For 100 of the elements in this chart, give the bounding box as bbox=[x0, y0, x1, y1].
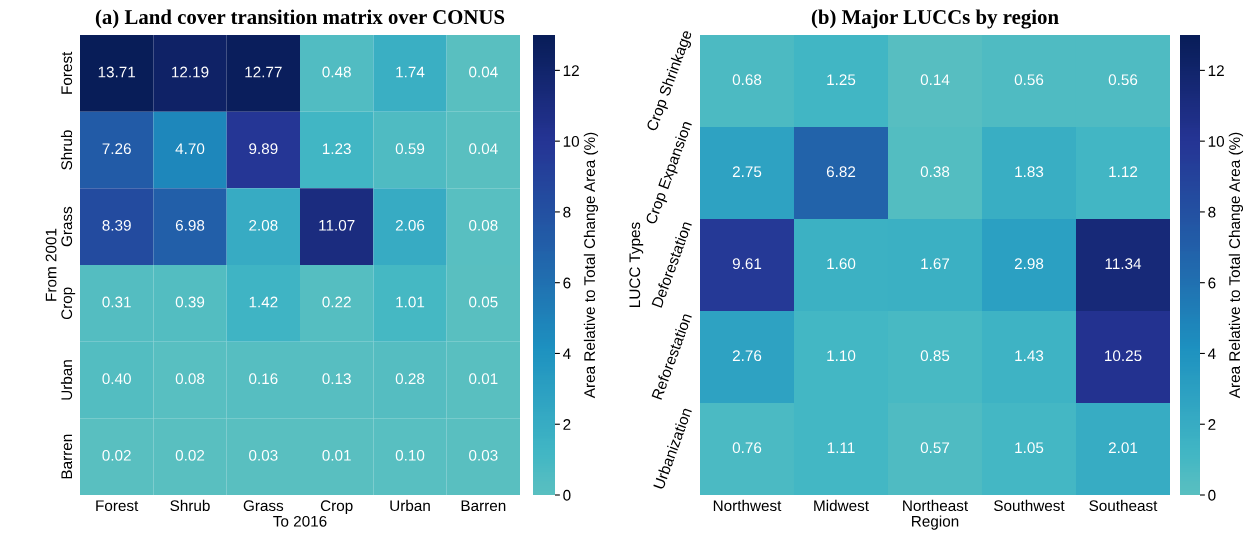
data-label: 0.85 bbox=[920, 350, 950, 362]
data-label: 4.70 bbox=[175, 143, 205, 155]
data-label: 11.34 bbox=[1105, 258, 1142, 270]
data-label: 0.04 bbox=[469, 143, 498, 155]
color-bar-label: 0 bbox=[563, 489, 571, 501]
data-label: 1.12 bbox=[1109, 166, 1138, 177]
color-bar-label: 8 bbox=[563, 206, 571, 218]
x-tick-label: Urban bbox=[390, 499, 430, 512]
data-label: 10.25 bbox=[1105, 350, 1142, 362]
data-label: 0.40 bbox=[102, 373, 131, 385]
color-bar-title: Area Relative to Total Change Area (%) bbox=[583, 132, 599, 399]
data-label: 0.38 bbox=[920, 166, 950, 178]
data-label: 1.74 bbox=[396, 66, 425, 78]
y-tick-label: Urban bbox=[60, 360, 73, 400]
x-tick-label: Southeast bbox=[1089, 499, 1158, 512]
data-label: 0.03 bbox=[249, 449, 278, 461]
data-label: 0.14 bbox=[920, 74, 950, 86]
data-label: 1.43 bbox=[1015, 350, 1044, 362]
data-label: 1.10 bbox=[827, 350, 856, 362]
data-label: 12.19 bbox=[172, 66, 209, 78]
x-tick-label: Crop bbox=[320, 500, 353, 515]
color-bar-label: 4 bbox=[1207, 348, 1216, 359]
x-tick-label: Midwest bbox=[814, 499, 869, 512]
data-label: 13.71 bbox=[98, 66, 136, 78]
data-label: 1.23 bbox=[322, 143, 351, 155]
data-label: 1.42 bbox=[249, 296, 278, 308]
color-bar-label: 12 bbox=[1208, 65, 1224, 76]
data-label: 1.01 bbox=[396, 296, 425, 308]
color-bar-label: 10 bbox=[563, 136, 580, 147]
y-tick-label: Grass bbox=[61, 206, 73, 247]
data-label: 0.01 bbox=[322, 449, 351, 461]
color-bar-label: 12 bbox=[563, 65, 579, 76]
y-tick-label: Forest bbox=[61, 51, 73, 94]
x-axis-title: Region bbox=[912, 515, 959, 530]
y-axis-title: LUCC Types bbox=[629, 222, 644, 307]
data-label: 2.75 bbox=[732, 166, 762, 178]
data-label: 0.04 bbox=[469, 66, 498, 78]
chart-title: (b) Major LUCCs by region bbox=[811, 9, 1059, 29]
data-label: 0.39 bbox=[175, 296, 205, 308]
data-label: 0.16 bbox=[249, 373, 278, 385]
color-bar-label: 4 bbox=[562, 348, 571, 359]
y-axis-title: From 2001 bbox=[45, 228, 57, 301]
data-label: 0.05 bbox=[469, 296, 498, 308]
data-label: 0.28 bbox=[395, 373, 425, 385]
data-label: 0.03 bbox=[469, 449, 498, 461]
data-label: 0.01 bbox=[469, 373, 498, 385]
x-tick-label: Northeast bbox=[903, 499, 969, 512]
color-bar-label: 8 bbox=[1208, 206, 1216, 218]
x-tick-label: Southwest bbox=[994, 499, 1065, 512]
data-label: 0.56 bbox=[1014, 74, 1044, 86]
data-label: 0.02 bbox=[175, 449, 205, 461]
data-label: 8.39 bbox=[102, 219, 131, 231]
chart-title: (a) Land cover transition matrix over CONUS bbox=[95, 9, 505, 29]
data-label: 0.57 bbox=[920, 442, 950, 454]
x-tick-label: Barren bbox=[461, 500, 506, 512]
color-bar-title: Area Relative to Total Change Area (%) bbox=[1228, 132, 1244, 399]
data-label: 7.26 bbox=[102, 143, 131, 155]
data-label: 0.08 bbox=[175, 373, 205, 385]
data-label: 1.11 bbox=[827, 442, 855, 453]
data-label: 12.77 bbox=[245, 66, 282, 78]
color-bar-label: 2 bbox=[563, 419, 571, 430]
color-bar-label: 6 bbox=[563, 277, 571, 289]
color-bar-label: 0 bbox=[1208, 489, 1216, 501]
data-label: 9.89 bbox=[249, 143, 278, 155]
x-tick-label: Shrub bbox=[170, 499, 210, 512]
data-label: 6.98 bbox=[175, 219, 205, 231]
data-label: 1.83 bbox=[1015, 166, 1044, 178]
x-axis-title: To 2016 bbox=[273, 515, 327, 527]
data-label: 0.68 bbox=[732, 74, 762, 86]
data-label: 1.25 bbox=[827, 74, 856, 86]
data-label: 0.13 bbox=[322, 373, 351, 385]
y-tick-label: Shrub bbox=[60, 130, 73, 170]
color-bar-label: 10 bbox=[1208, 136, 1225, 147]
data-label: 1.60 bbox=[827, 258, 856, 270]
data-label: 2.98 bbox=[1014, 258, 1044, 270]
data-label: 0.76 bbox=[732, 442, 762, 454]
data-label: 2.08 bbox=[249, 219, 278, 231]
data-label: 9.61 bbox=[732, 258, 762, 270]
data-label: 11.07 bbox=[319, 219, 355, 231]
data-label: 0.31 bbox=[102, 296, 131, 308]
y-tick-label: Crop bbox=[61, 287, 76, 320]
x-tick-label: Northwest bbox=[713, 499, 782, 512]
data-label: 0.48 bbox=[322, 66, 351, 78]
data-label: 6.82 bbox=[826, 166, 856, 178]
y-tick-label: Barren bbox=[61, 434, 73, 479]
color-bar-label: 2 bbox=[1208, 419, 1216, 430]
data-label: 2.06 bbox=[395, 219, 425, 231]
data-label: 0.02 bbox=[102, 449, 131, 461]
data-label: 2.01 bbox=[1108, 442, 1138, 454]
data-label: 2.76 bbox=[732, 350, 762, 362]
data-label: 0.22 bbox=[322, 296, 351, 308]
x-tick-label: Forest bbox=[96, 500, 139, 512]
data-label: 0.08 bbox=[469, 219, 498, 231]
data-label: 0.10 bbox=[395, 449, 425, 461]
color-bar-label: 6 bbox=[1208, 277, 1216, 289]
data-label: 0.56 bbox=[1108, 74, 1138, 86]
data-label: 1.67 bbox=[921, 258, 950, 270]
data-label: 0.59 bbox=[395, 143, 425, 155]
x-tick-label: Grass bbox=[243, 500, 284, 512]
data-label: 1.05 bbox=[1015, 442, 1044, 454]
